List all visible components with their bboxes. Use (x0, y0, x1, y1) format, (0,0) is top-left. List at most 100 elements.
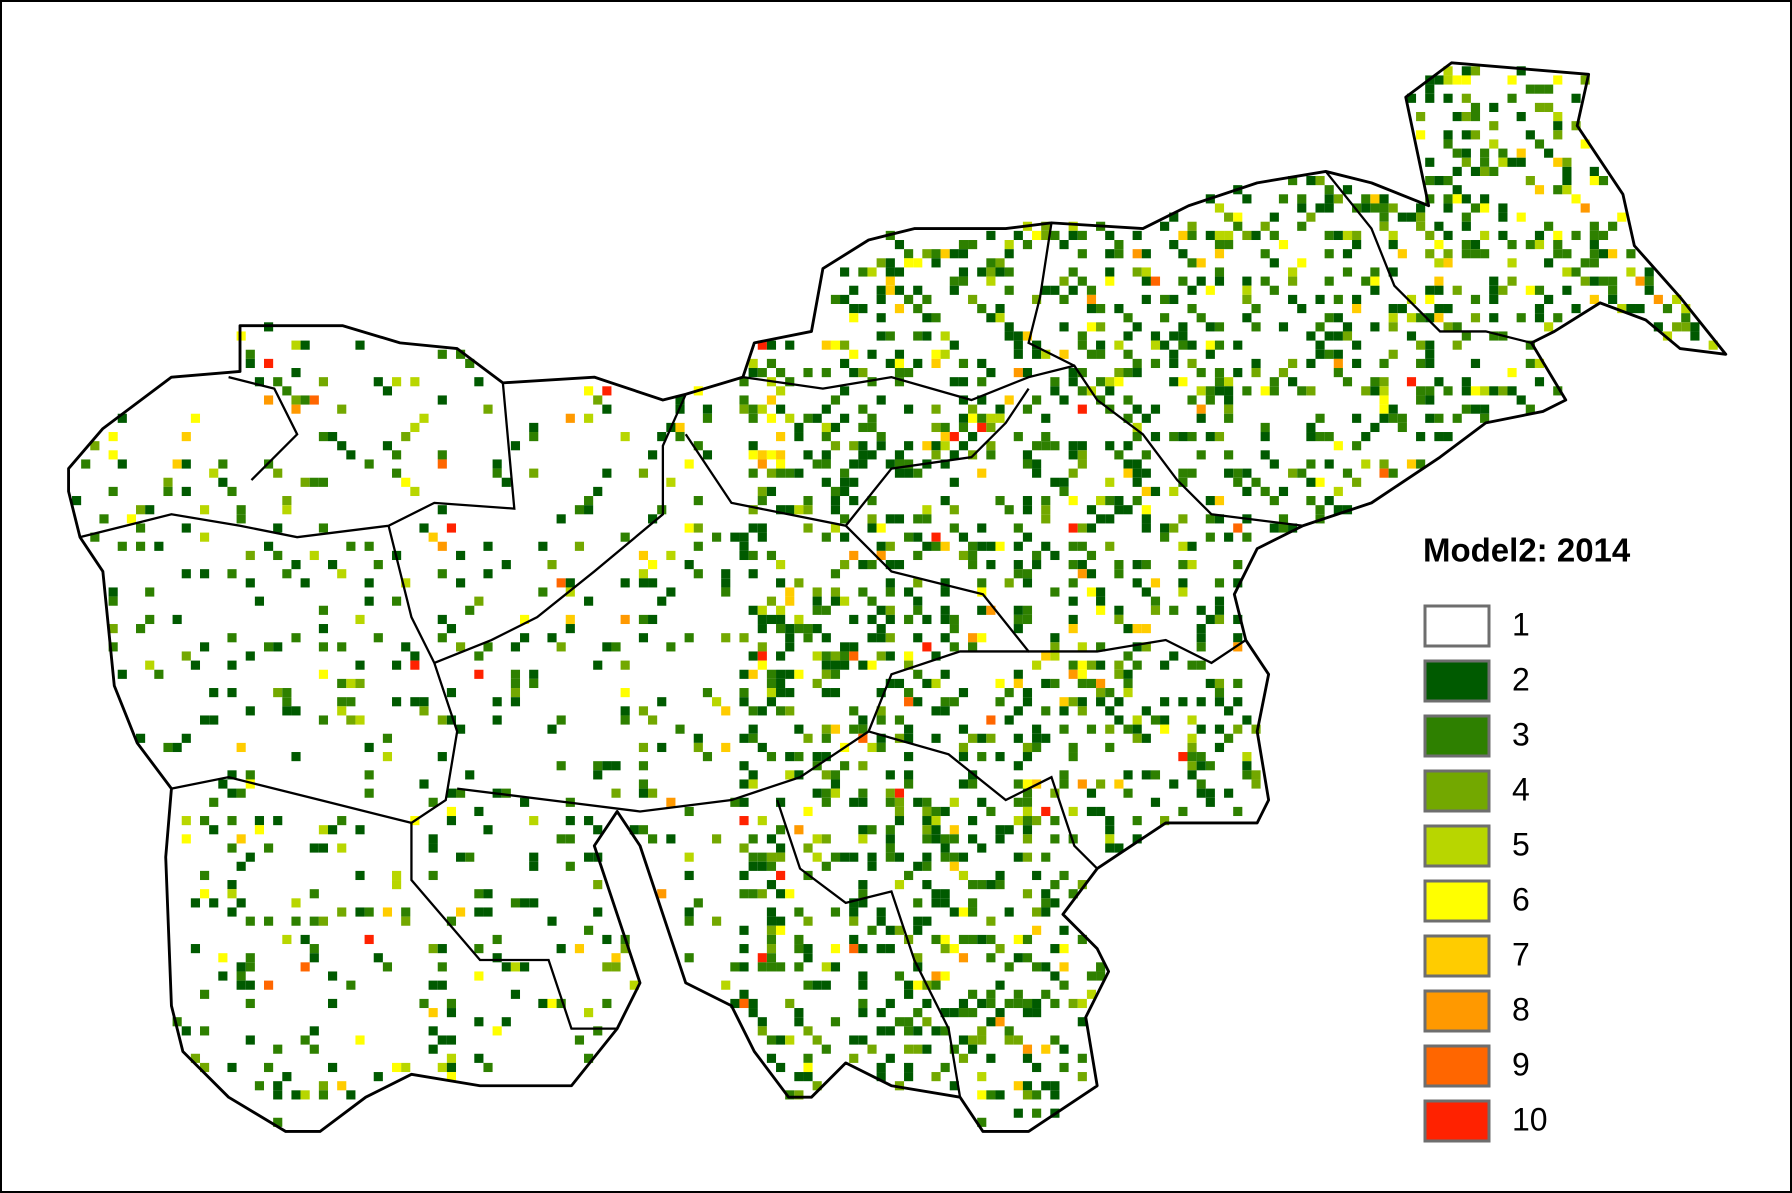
raster-cell (1352, 240, 1362, 250)
raster-cell (830, 441, 841, 451)
raster-cell (1507, 75, 1517, 85)
raster-cell (1059, 395, 1069, 405)
raster-cell (931, 1026, 941, 1036)
raster-cell (328, 825, 338, 835)
raster-cell (437, 944, 447, 954)
raster-cell (200, 1026, 210, 1036)
raster-cell (1470, 313, 1481, 323)
raster-cell (968, 880, 978, 890)
raster-cell (721, 742, 731, 753)
raster-cell (1434, 413, 1444, 423)
raster-cell (1443, 230, 1453, 241)
raster-cell (849, 349, 859, 359)
raster-cell (949, 834, 959, 844)
raster-cell (584, 852, 594, 862)
raster-cell (264, 980, 274, 990)
raster-cell (1077, 249, 1087, 259)
raster-cell (1388, 313, 1398, 323)
raster-cell (291, 1090, 301, 1100)
raster-cell (1013, 560, 1023, 570)
raster-cell (638, 569, 649, 579)
raster-cell (1077, 678, 1087, 689)
raster-cell (1443, 432, 1453, 442)
raster-cell (1260, 221, 1270, 231)
raster-cell (565, 816, 575, 826)
raster-cell (1114, 715, 1124, 725)
raster-cell (904, 258, 914, 268)
raster-cell (1379, 413, 1389, 423)
raster-cell (492, 715, 502, 725)
raster-cell (949, 944, 959, 954)
raster-cell (958, 1008, 969, 1018)
raster-cell (657, 742, 667, 753)
raster-cell (1251, 304, 1261, 314)
outline (67, 61, 1728, 1133)
raster-cell (510, 898, 521, 908)
raster-cell (510, 688, 521, 698)
raster-cell (1196, 258, 1206, 268)
raster-cell (245, 349, 255, 359)
raster-cell (1068, 889, 1078, 899)
raster-cell (1032, 962, 1042, 972)
raster-cell (1123, 505, 1133, 515)
raster-cell (913, 697, 923, 707)
raster-cell (1077, 1072, 1087, 1082)
legend-swatch (1423, 714, 1491, 758)
raster-cell (1306, 477, 1316, 487)
raster-cell (757, 706, 767, 716)
raster-cell (1635, 304, 1645, 314)
raster-cell (364, 541, 374, 551)
raster-cell (794, 1072, 804, 1082)
raster-cell (1004, 825, 1014, 835)
raster-cell (1416, 386, 1426, 396)
raster-cell (840, 514, 850, 524)
raster-cell (1461, 148, 1471, 158)
raster-cell (1644, 267, 1654, 277)
raster-cell (776, 688, 786, 698)
raster-cell (858, 761, 868, 771)
raster-cell (894, 368, 905, 378)
raster-cell (291, 916, 301, 926)
raster-cell (245, 578, 255, 588)
raster-cell (1214, 230, 1225, 241)
raster-cell (1160, 660, 1170, 670)
raster-cell (1580, 276, 1590, 286)
raster-cell (876, 432, 886, 442)
raster-cell (1114, 569, 1124, 579)
raster-cell (638, 706, 649, 716)
raster-cell (309, 889, 319, 899)
raster-cell (1150, 340, 1161, 350)
raster-cell (913, 980, 923, 990)
raster-cell (584, 1008, 594, 1018)
raster-cell (922, 916, 932, 926)
raster-cell (1013, 569, 1023, 579)
raster-cell (766, 550, 777, 561)
raster-cell (1141, 249, 1151, 259)
raster-cell (748, 733, 758, 743)
raster-cell (922, 642, 932, 652)
raster-cell (840, 477, 850, 487)
raster-cell (986, 1053, 996, 1063)
raster-cell (1169, 331, 1179, 341)
raster-cell (1132, 404, 1142, 414)
raster-cell (840, 852, 850, 862)
raster-cell (830, 569, 841, 579)
raster-cell (1068, 624, 1078, 634)
raster-cell (172, 614, 182, 625)
raster-cell (940, 605, 950, 615)
raster-cell (958, 413, 969, 423)
raster-cell (1598, 176, 1609, 186)
raster-cell (757, 368, 767, 378)
raster-cell (638, 633, 649, 643)
raster-cell (940, 843, 950, 853)
raster-cell (1461, 404, 1471, 414)
raster-cell (291, 633, 301, 643)
raster-cell (1196, 368, 1206, 378)
raster-cell (1370, 267, 1380, 277)
raster-cell (876, 258, 886, 268)
raster-cell (1150, 770, 1161, 780)
raster-cell (739, 395, 749, 405)
raster-cell (995, 304, 1005, 314)
raster-cell (437, 633, 447, 643)
raster-cell (940, 669, 950, 679)
